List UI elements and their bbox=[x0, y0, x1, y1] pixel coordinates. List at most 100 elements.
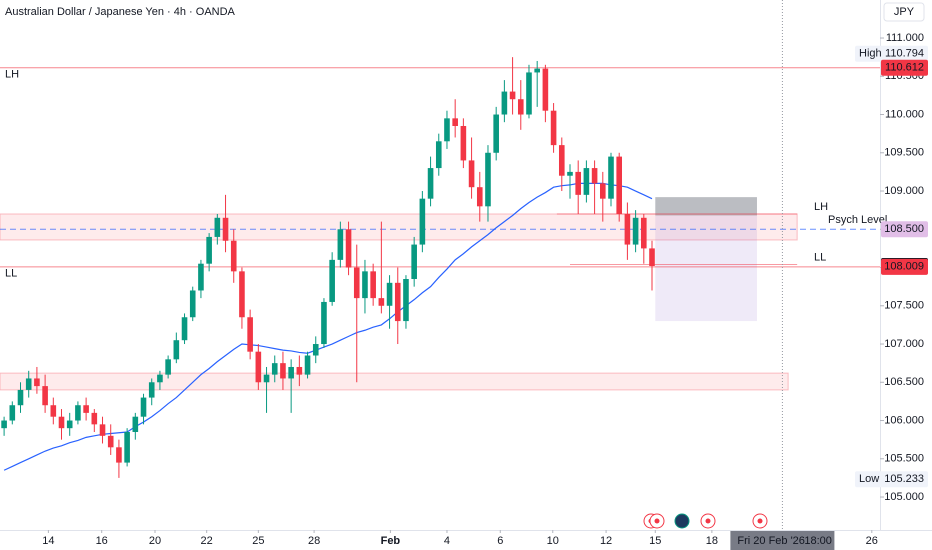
candle-body bbox=[247, 317, 253, 352]
candle-body bbox=[534, 68, 540, 73]
y-tick-label: 107.500 bbox=[884, 300, 924, 312]
x-tick-label: 4 bbox=[444, 535, 450, 547]
candle-body bbox=[9, 405, 16, 421]
candle-body bbox=[17, 389, 24, 406]
candle-body bbox=[91, 412, 98, 425]
candle-body bbox=[58, 416, 65, 429]
candle-body bbox=[132, 416, 139, 433]
candle-body bbox=[329, 259, 335, 302]
candle-body bbox=[370, 271, 376, 299]
candle-body bbox=[173, 340, 180, 360]
crosshair-time: 18:00 bbox=[804, 535, 832, 547]
swing-label: LH bbox=[814, 201, 828, 213]
candle-body bbox=[567, 171, 573, 176]
candle-body bbox=[181, 317, 188, 341]
y-tick-label: 111.000 bbox=[886, 32, 924, 44]
candle-body bbox=[206, 236, 212, 264]
price-label-box bbox=[881, 59, 928, 76]
candle-body bbox=[501, 91, 508, 115]
candle-body bbox=[288, 366, 294, 379]
x-tick-label: 16 bbox=[96, 535, 108, 547]
candle-body bbox=[321, 301, 327, 345]
candle-body bbox=[485, 152, 491, 207]
x-tick-label: 20 bbox=[149, 535, 161, 547]
currency: JPY bbox=[894, 6, 915, 18]
swing-label: LL bbox=[814, 251, 826, 263]
candle-body bbox=[239, 271, 245, 318]
price-label-value: 110.612 bbox=[885, 62, 924, 74]
y-tick-label: 109.500 bbox=[884, 147, 924, 159]
stop-zone bbox=[655, 197, 757, 216]
x-tick-label: 14 bbox=[42, 535, 54, 547]
candle-body bbox=[460, 125, 467, 161]
y-tick-label: 109.000 bbox=[884, 185, 924, 197]
candle-body bbox=[599, 183, 606, 199]
level-label: LH bbox=[5, 69, 19, 81]
candle-body bbox=[542, 68, 549, 111]
x-tick-label: 12 bbox=[600, 535, 612, 547]
candle-body bbox=[337, 229, 344, 260]
candle-body bbox=[493, 114, 499, 153]
candle-body bbox=[214, 217, 221, 237]
price-label-box bbox=[855, 45, 928, 62]
candle-body bbox=[116, 447, 122, 463]
chart-title: Australian Dollar / Japanese Yen · 4h · … bbox=[5, 6, 236, 18]
candle-body bbox=[509, 91, 516, 100]
candle-body bbox=[386, 282, 393, 306]
x-tick-label: 22 bbox=[201, 535, 213, 547]
candle-body bbox=[83, 405, 89, 413]
price-label-name: High bbox=[859, 48, 882, 60]
candle-body bbox=[34, 378, 40, 387]
candle-body bbox=[304, 355, 311, 375]
x-tick-label: 15 bbox=[649, 535, 661, 547]
event-icon[interactable] bbox=[674, 513, 690, 529]
x-tick-label: 26 bbox=[866, 535, 878, 547]
psych-label: Psych Level bbox=[828, 214, 887, 226]
candle-body bbox=[583, 168, 590, 195]
zone bbox=[0, 372, 789, 391]
candle-body bbox=[649, 248, 655, 266]
x-tick-label: Feb bbox=[381, 535, 401, 547]
candle-body bbox=[25, 378, 32, 390]
candle-body bbox=[75, 405, 81, 421]
candle-body bbox=[517, 99, 524, 115]
x-tick-label: 18 bbox=[706, 535, 718, 547]
y-tick-label: 105.500 bbox=[884, 453, 924, 465]
candle-body bbox=[641, 217, 647, 249]
currency-box[interactable] bbox=[883, 2, 925, 22]
candle-body bbox=[107, 435, 114, 448]
candle-body bbox=[124, 432, 130, 463]
y-tick-label: 106.000 bbox=[884, 414, 924, 426]
candle-body bbox=[1, 420, 7, 429]
price-label-value: 105.233 bbox=[884, 473, 924, 485]
price-label-box bbox=[881, 221, 928, 238]
candle-body bbox=[222, 217, 229, 241]
candle-body bbox=[411, 244, 417, 279]
moving-average bbox=[3, 182, 653, 471]
candle-body bbox=[255, 351, 262, 383]
y-tick-label: 105.000 bbox=[884, 491, 924, 503]
candle-body bbox=[198, 263, 204, 291]
candle-body bbox=[296, 366, 303, 375]
candle-body bbox=[591, 168, 598, 184]
candle-body bbox=[353, 267, 360, 299]
event-dot bbox=[654, 518, 660, 524]
candle-body bbox=[632, 217, 639, 245]
candle-body bbox=[476, 187, 483, 207]
candle-body bbox=[624, 213, 631, 245]
candle-body bbox=[362, 271, 368, 299]
target-zone bbox=[655, 215, 757, 322]
candle-body bbox=[444, 118, 450, 142]
event-icons bbox=[643, 513, 768, 529]
candle-body bbox=[403, 278, 409, 322]
candle-body bbox=[394, 282, 401, 322]
x-tick-label: 10 bbox=[547, 535, 559, 547]
x-tick-label: 6 bbox=[497, 535, 503, 547]
x-tick-label: 28 bbox=[308, 535, 320, 547]
candle-body bbox=[263, 374, 270, 383]
candle-body bbox=[140, 397, 147, 417]
price-label-name: Low bbox=[859, 473, 879, 485]
